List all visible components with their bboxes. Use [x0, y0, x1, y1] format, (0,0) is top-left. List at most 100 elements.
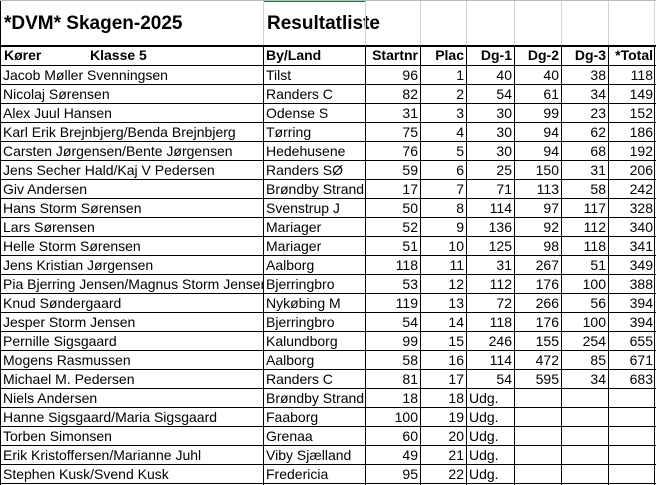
cell-name[interactable]: Torben Simonsen [3, 428, 112, 444]
cell-city[interactable]: Randers C [266, 86, 333, 102]
cell-dg2[interactable]: 595 [535, 371, 559, 387]
cell-dg1[interactable]: 72 [496, 295, 512, 311]
cell-city[interactable]: Randers SØ [266, 162, 344, 178]
cell-dg2[interactable]: 94 [543, 143, 559, 159]
cell-startnr[interactable]: 18 [402, 390, 418, 406]
cell-plac[interactable]: 20 [448, 428, 464, 444]
header-dg3[interactable]: Dg-3 [574, 47, 606, 63]
cell-name[interactable]: Knud Søndergaard [3, 295, 122, 311]
cell-dg1[interactable]: Udg. [469, 428, 499, 444]
cell-plac[interactable]: 14 [448, 314, 464, 330]
cell-startnr[interactable]: 54 [402, 314, 418, 330]
cell-plac[interactable]: 19 [448, 409, 464, 425]
cell-plac[interactable]: 10 [448, 238, 464, 254]
cell-name[interactable]: Nicolaj Sørensen [3, 86, 110, 102]
cell-dg1[interactable]: Udg. [469, 390, 499, 406]
cell-city[interactable]: Mariager [266, 238, 322, 254]
cell-dg1[interactable]: 114 [489, 352, 512, 368]
cell-city[interactable]: Brøndby Strand [266, 390, 365, 406]
cell-dg3[interactable]: 100 [582, 276, 606, 292]
cell-name[interactable]: Niels Andersen [3, 390, 98, 406]
cell-total[interactable]: 671 [629, 352, 653, 368]
cell-dg2[interactable]: 176 [535, 276, 559, 292]
cell-name[interactable]: Karl Erik Brejnbjerg/Benda Brejnbjerg [3, 124, 236, 140]
cell-startnr[interactable]: 51 [402, 238, 418, 254]
cell-dg3[interactable]: 117 [583, 200, 606, 216]
cell-city[interactable]: Bjerringbro [266, 314, 335, 330]
cell-dg1[interactable]: 246 [488, 333, 512, 349]
cell-name[interactable]: Jacob Møller Svenningsen [3, 67, 168, 83]
cell-dg1[interactable]: 112 [489, 276, 512, 292]
cell-dg3[interactable]: 31 [590, 162, 606, 178]
cell-total[interactable]: 192 [629, 143, 653, 159]
cell-name[interactable]: Lars Sørensen [3, 219, 95, 235]
header-startnr[interactable]: Startnr [372, 47, 418, 63]
cell-dg1[interactable]: 114 [489, 200, 512, 216]
cell-plac[interactable]: 8 [456, 200, 464, 216]
cell-dg2[interactable]: 150 [535, 162, 559, 178]
cell-dg1[interactable]: 31 [496, 257, 512, 273]
cell-dg1[interactable]: 40 [496, 67, 512, 83]
cell-total[interactable]: 655 [629, 333, 653, 349]
sheet-title[interactable]: *DVM* Skagen-2025 [4, 13, 183, 34]
cell-city[interactable]: Nykøbing M [266, 295, 341, 311]
cell-dg1[interactable]: 25 [496, 162, 512, 178]
cell-city[interactable]: Svenstrup J [266, 200, 340, 216]
cell-dg1[interactable]: Udg. [469, 466, 499, 482]
cell-total[interactable]: 206 [629, 162, 653, 178]
cell-startnr[interactable]: 118 [395, 257, 418, 273]
cell-total[interactable]: 341 [629, 238, 653, 254]
cell-dg1[interactable]: Udg. [469, 409, 499, 425]
cell-city[interactable]: Grenaa [266, 428, 313, 444]
cell-dg3[interactable]: 68 [590, 143, 606, 159]
cell-name[interactable]: Carsten Jørgensen/Bente Jørgensen [3, 143, 233, 159]
cell-total[interactable]: 328 [629, 200, 653, 216]
cell-startnr[interactable]: 53 [402, 276, 418, 292]
cell-name[interactable]: Michael M. Pedersen [3, 371, 135, 387]
cell-startnr[interactable]: 59 [402, 162, 418, 178]
cell-startnr[interactable]: 76 [402, 143, 418, 159]
cell-plac[interactable]: 3 [456, 105, 464, 121]
cell-dg3[interactable]: 34 [590, 371, 606, 387]
cell-total[interactable]: 394 [629, 295, 653, 311]
cell-city[interactable]: Viby Sjælland [266, 447, 352, 463]
cell-plac[interactable]: 16 [448, 352, 464, 368]
cell-dg3[interactable]: 100 [582, 314, 606, 330]
cell-dg1[interactable]: 54 [496, 371, 512, 387]
cell-startnr[interactable]: 81 [402, 371, 418, 387]
cell-dg2[interactable]: 40 [543, 67, 559, 83]
cell-dg2[interactable]: 155 [535, 333, 559, 349]
cell-dg3[interactable]: 34 [590, 86, 606, 102]
cell-dg1[interactable]: 136 [488, 219, 512, 235]
cell-plac[interactable]: 9 [456, 219, 464, 235]
cell-total[interactable]: 340 [629, 219, 653, 235]
cell-dg2[interactable]: 472 [535, 352, 559, 368]
cell-city[interactable]: Hedehusene [266, 143, 346, 159]
cell-startnr[interactable]: 119 [395, 295, 418, 311]
cell-total[interactable]: 186 [629, 124, 653, 140]
cell-city[interactable]: Brøndby Strand [266, 181, 365, 197]
cell-city[interactable]: Odense S [266, 105, 329, 121]
cell-plac[interactable]: 18 [448, 390, 464, 406]
cell-plac[interactable]: 1 [456, 67, 464, 83]
cell-startnr[interactable]: 58 [402, 352, 418, 368]
cell-dg1[interactable]: 125 [488, 238, 512, 254]
cell-city[interactable]: Bjerringbro [266, 276, 335, 292]
sheet-subtitle[interactable]: Resultatliste [267, 13, 380, 34]
cell-total[interactable]: 349 [629, 257, 653, 273]
cell-name[interactable]: Jens Secher Hald/Kaj V Pedersen [3, 162, 215, 178]
header-total[interactable]: *Total [615, 47, 653, 63]
cell-startnr[interactable]: 52 [402, 219, 418, 235]
cell-total[interactable]: 118 [630, 67, 653, 83]
header-class[interactable]: Klasse 5 [90, 47, 147, 63]
cell-city[interactable]: Aalborg [266, 352, 315, 368]
cell-name[interactable]: Stephen Kusk/Svend Kusk [3, 466, 169, 482]
cell-dg3[interactable]: 62 [590, 124, 606, 140]
cell-dg3[interactable]: 118 [583, 238, 606, 254]
cell-startnr[interactable]: 100 [394, 409, 418, 425]
cell-dg2[interactable]: 267 [535, 257, 559, 273]
cell-dg3[interactable]: 51 [590, 257, 606, 273]
cell-dg3[interactable]: 56 [590, 295, 606, 311]
cell-dg3[interactable]: 85 [590, 352, 606, 368]
cell-dg1[interactable]: 30 [496, 143, 512, 159]
